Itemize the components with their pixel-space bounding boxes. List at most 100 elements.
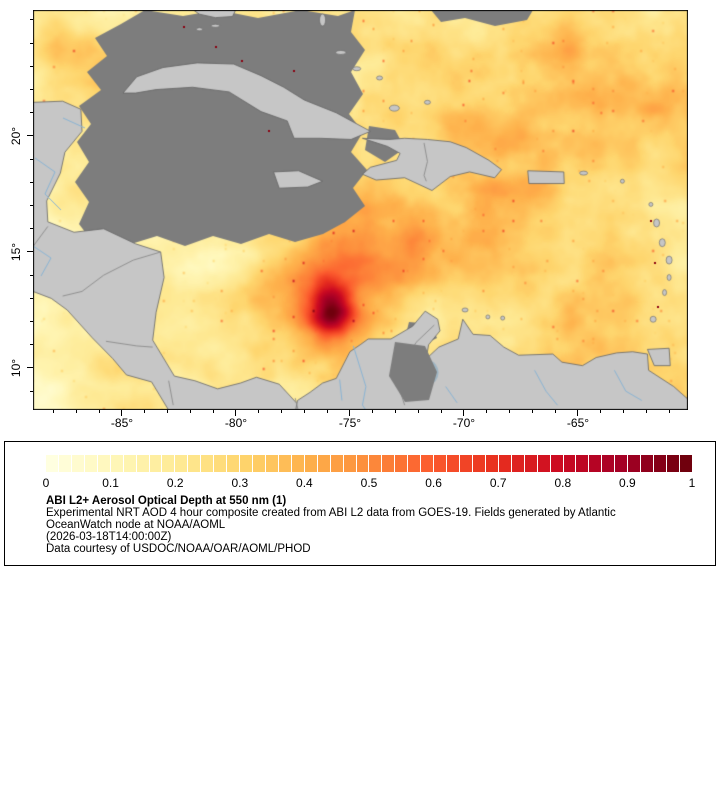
colorbar-segment: [227, 455, 240, 472]
tick-mark: [349, 410, 351, 416]
tick-mark: [281, 410, 283, 413]
colorbar-tick-label: 0: [42, 476, 50, 490]
colorbar-tick-label: 0.2: [166, 476, 184, 490]
colorbar-segment: [576, 455, 589, 472]
x-axis-tick-label: -75°: [338, 416, 362, 430]
colorbar-segment: [58, 455, 71, 472]
legend-timestamp: (2026-03-18T14:00:00Z): [46, 531, 172, 543]
tick-mark: [531, 410, 533, 413]
colorbar-segment: [201, 455, 214, 472]
tick-mark: [53, 410, 55, 413]
legend-credit: Data courtesy of USDOC/NOAA/OAR/AOML/PHO…: [46, 543, 311, 555]
colorbar-segment: [408, 455, 421, 472]
colorbar-segment: [460, 455, 472, 472]
tick-mark: [30, 297, 33, 299]
colorbar-tick-label: 0.9: [619, 476, 636, 490]
tick-mark: [372, 410, 374, 413]
tick-mark: [235, 410, 237, 416]
colorbar-segment: [188, 455, 201, 472]
tick-mark: [668, 410, 670, 413]
tick-mark: [30, 321, 33, 323]
tick-mark: [98, 410, 100, 413]
tick-mark: [623, 410, 625, 413]
colorbar-segment: [304, 455, 317, 472]
colorbar-segment: [291, 455, 304, 472]
tick-mark: [30, 274, 33, 276]
tick-mark: [27, 251, 33, 253]
tick-mark: [30, 42, 33, 44]
colorbar-segment: [214, 455, 227, 472]
tick-mark: [486, 410, 488, 413]
colorbar-segment: [84, 455, 97, 472]
tick-mark: [167, 410, 169, 413]
colorbar-segment: [71, 455, 84, 472]
colorbar-segment: [240, 455, 252, 472]
tick-mark: [600, 410, 602, 413]
colorbar-segment: [654, 455, 666, 472]
tick-mark: [27, 135, 33, 137]
legend-text: ABI L2+ Aerosol Optical Depth at 550 nm …: [46, 495, 616, 555]
colorbar-segment: [253, 455, 265, 472]
tick-mark: [27, 367, 33, 369]
colorbar-segment: [278, 455, 291, 472]
tick-mark: [144, 410, 146, 413]
colorbar-segment: [498, 455, 511, 472]
x-axis-tick-label: -80°: [224, 416, 248, 430]
aod-map: [33, 10, 688, 410]
tick-mark: [440, 410, 442, 413]
tick-mark: [189, 410, 191, 413]
tick-mark: [75, 410, 77, 413]
tick-mark: [258, 410, 260, 413]
colorbar-segment: [330, 455, 343, 472]
colorbar-tick-label: 0.7: [489, 476, 507, 490]
colorbar-segment: [667, 455, 679, 472]
colorbar-segment: [149, 455, 162, 472]
tick-mark: [30, 344, 33, 346]
tick-mark: [463, 410, 465, 416]
colorbar-segment: [550, 455, 563, 472]
colorbar-tick-label: 0.3: [231, 476, 249, 490]
colorbar-segment: [421, 455, 434, 472]
y-axis-tick-label: 20°: [9, 126, 23, 146]
colorbar-segment: [485, 455, 498, 472]
colorbar-segment: [641, 455, 654, 472]
colorbar-segment: [123, 455, 136, 472]
colorbar-segment: [589, 455, 602, 472]
colorbar-segment: [679, 455, 692, 472]
colorbar-tick-label: 0.1: [102, 476, 119, 490]
colorbar-segment: [563, 455, 576, 472]
tick-mark: [30, 228, 33, 230]
tick-mark: [326, 410, 328, 413]
y-axis-tick-label: 10°: [9, 358, 23, 378]
legend-title: ABI L2+ Aerosol Optical Depth at 550 nm …: [46, 495, 287, 507]
x-axis-tick-label: -65°: [566, 416, 590, 430]
tick-mark: [395, 410, 397, 413]
colorbar-segment: [524, 455, 537, 472]
colorbar-segment: [110, 455, 123, 472]
colorbar-segment: [434, 455, 447, 472]
colorbar-segment: [343, 455, 356, 472]
colorbar-segment: [356, 455, 369, 472]
colorbar-segment: [447, 455, 459, 472]
tick-mark: [212, 410, 214, 413]
colorbar-tick-labels: 0 0.1 0.2 0.3 0.4 0.5 0.6 0.7 0.8 0.9 1: [42, 476, 696, 490]
tick-mark: [30, 390, 33, 392]
colorbar-segment: [628, 455, 641, 472]
colorbar-segment: [615, 455, 628, 472]
y-axis-tick-label: 15°: [9, 242, 23, 262]
tick-mark: [417, 410, 419, 413]
tick-mark: [30, 158, 33, 160]
tick-mark: [30, 181, 33, 183]
tick-mark: [121, 410, 123, 416]
tick-mark: [303, 410, 305, 413]
tick-mark: [645, 410, 647, 413]
legend-description-line1: Experimental NRT AOD 4 hour composite cr…: [46, 507, 616, 519]
tick-mark: [30, 89, 33, 91]
tick-mark: [30, 112, 33, 114]
colorbar-segment: [472, 455, 485, 472]
colorbar-segment: [369, 455, 382, 472]
colorbar-tick-label: 0.8: [554, 476, 572, 490]
colorbar-tick-label: 0.5: [360, 476, 378, 490]
colorbar-segment: [136, 455, 149, 472]
